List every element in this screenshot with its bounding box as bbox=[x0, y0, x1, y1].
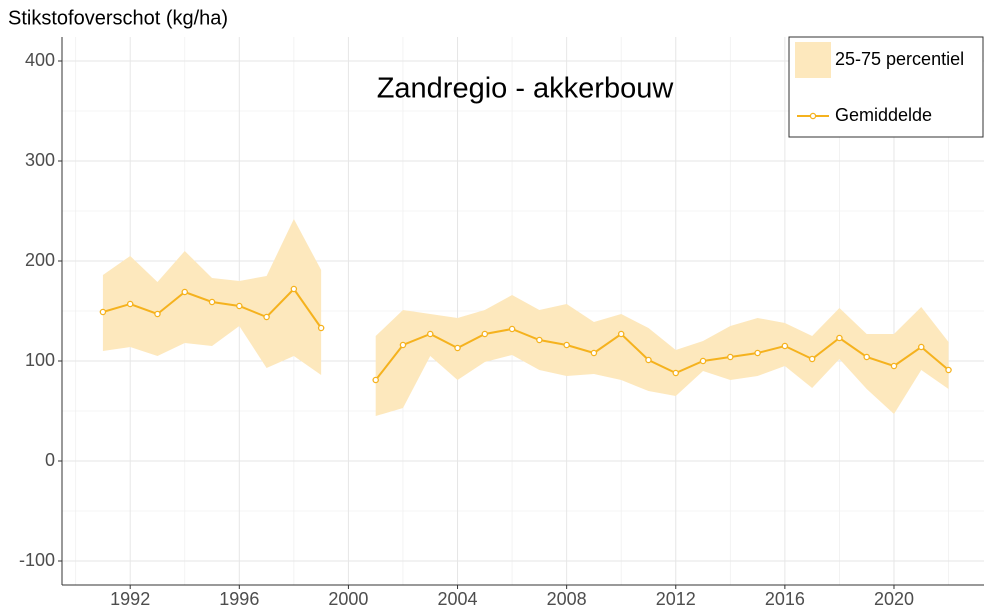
mean-point bbox=[536, 336, 543, 344]
mean-point bbox=[645, 356, 652, 364]
x-tick-label: 1992 bbox=[110, 589, 150, 609]
mean-point bbox=[154, 310, 161, 318]
mean-point bbox=[427, 330, 434, 338]
x-tick-label: 2012 bbox=[656, 589, 696, 609]
mean-point bbox=[945, 366, 952, 374]
mean-point bbox=[890, 362, 898, 370]
y-tick-label: 100 bbox=[25, 350, 55, 370]
mean-point bbox=[317, 324, 325, 332]
percentile-band bbox=[375, 295, 949, 416]
chart-title: Zandregio - akkerbouw bbox=[377, 73, 675, 105]
mean-point bbox=[99, 308, 107, 316]
x-tick-label: 2020 bbox=[874, 589, 914, 609]
mean-point bbox=[727, 353, 734, 361]
mean-point bbox=[454, 344, 461, 352]
x-tick-label: 2016 bbox=[765, 589, 805, 609]
mean-point bbox=[918, 343, 925, 351]
mean-point bbox=[836, 334, 843, 342]
mean-point bbox=[781, 342, 789, 350]
mean-point bbox=[617, 330, 625, 338]
legend-swatch bbox=[795, 42, 831, 78]
mean-point bbox=[208, 298, 216, 306]
mean-point bbox=[672, 369, 680, 377]
mean-point bbox=[236, 302, 243, 310]
y-tick-label: 0 bbox=[45, 450, 55, 470]
x-tick-label: 1996 bbox=[219, 589, 259, 609]
x-tick-label: 2008 bbox=[547, 589, 587, 609]
legend-label: 25-75 percentiel bbox=[835, 49, 964, 69]
mean-point bbox=[181, 288, 189, 296]
y-tick-label: 200 bbox=[25, 250, 55, 270]
mean-point bbox=[863, 353, 870, 361]
mean-point bbox=[754, 349, 761, 357]
mean-point bbox=[699, 357, 707, 365]
percentile-band bbox=[102, 219, 322, 375]
mean-point bbox=[481, 330, 489, 338]
legend-point bbox=[809, 112, 817, 120]
y-tick-label: 400 bbox=[25, 50, 55, 70]
y-tick-label: 300 bbox=[25, 150, 55, 170]
mean-point bbox=[263, 313, 270, 321]
mean-point bbox=[590, 349, 598, 357]
y-axis-label: Stikstofoverschot (kg/ha) bbox=[8, 7, 228, 29]
mean-point bbox=[126, 300, 134, 308]
x-tick-label: 2000 bbox=[328, 589, 368, 609]
mean-point bbox=[563, 341, 570, 349]
legend-label: Gemiddelde bbox=[835, 105, 932, 125]
mean-point bbox=[372, 376, 379, 384]
mean-point bbox=[808, 355, 816, 363]
mean-point bbox=[399, 341, 407, 349]
y-tick-label: -100 bbox=[19, 550, 55, 570]
mean-point bbox=[508, 325, 516, 333]
mean-line bbox=[374, 327, 950, 381]
mean-point bbox=[290, 285, 298, 293]
x-tick-label: 2004 bbox=[438, 589, 478, 609]
